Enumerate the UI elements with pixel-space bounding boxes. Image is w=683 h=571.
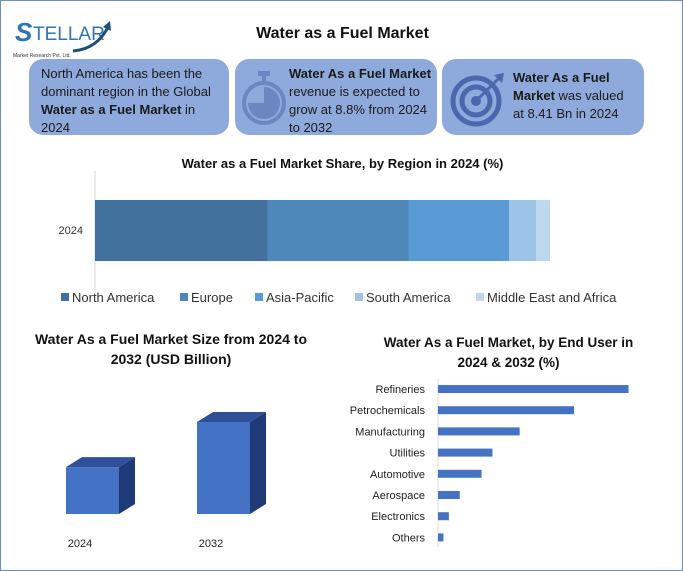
legend-swatch (476, 293, 484, 301)
bar-segment-asia-pacific (408, 200, 510, 261)
y-tick-label: Aerospace (372, 490, 425, 502)
svg-text:S: S (15, 17, 33, 47)
bar-segment-europe (267, 200, 409, 261)
y-tick-label: Manufacturing (355, 426, 425, 438)
svg-text:TELLAR: TELLAR (33, 24, 105, 45)
legend-swatch (61, 293, 69, 301)
legend-swatch (355, 293, 363, 301)
legend-label: Asia-Pacific (266, 290, 334, 305)
y-tick-label: Petrochemicals (350, 405, 426, 417)
enduser-chart-title: Water As a Fuel Market, by End User in 2… (383, 335, 634, 370)
bar-manufacturing (438, 427, 520, 436)
legend-swatch (255, 293, 263, 301)
info-card-growth: Water As a Fuel Market revenue is expect… (235, 59, 437, 135)
bar-others (438, 533, 444, 542)
stopwatch-icon (242, 71, 286, 125)
bar-automotive (438, 469, 482, 478)
legend-label: Middle East and Africa (487, 290, 617, 305)
bar-petrochemicals (438, 406, 575, 415)
page-title: Water as a Fuel Market (256, 25, 429, 42)
info-card-value: Water As a Fuel Market was valued at 8.4… (442, 59, 644, 135)
card-bold: Water as a Fuel Market (41, 102, 182, 117)
bar-segment-north-america (95, 200, 268, 261)
card-text: revenue is expected to grow at 8.8% from… (289, 84, 428, 135)
legend-label: North America (72, 290, 155, 305)
card-bold: Water As a Fuel Market (289, 66, 432, 81)
bar-segment-south-america (509, 200, 537, 261)
card-text: North America has been the dominant regi… (41, 66, 211, 99)
svg-text:Market Research Pvt. Ltd.: Market Research Pvt. Ltd. (13, 53, 71, 59)
card-text: was valued at 8.41 Bn in 2024 (513, 88, 624, 121)
x-tick-label: 2024 (68, 538, 92, 550)
size-chart-title: Water As a Fuel Market Size from 2024 to… (34, 331, 308, 367)
y-tick-label: Others (392, 532, 426, 544)
region-chart-title: Water as a Fuel Market Share, by Region … (181, 156, 504, 171)
bar-3d-top (66, 457, 135, 468)
card-text: in 2024 (41, 102, 196, 135)
legend-swatch (180, 293, 188, 301)
y-tick-label: Refineries (375, 384, 425, 396)
bar-aerospace (438, 491, 460, 499)
size-3d-bar-chart: 2024 2032 (66, 412, 266, 550)
legend-label: South America (366, 290, 451, 305)
region-stacked-bar-chart: 2024 North America Europe Asia-Pacific South… (59, 171, 617, 305)
legend-label: Europe (191, 290, 233, 305)
enduser-bar-chart: Refineries Petrochemicals Manufacturing Uti… (350, 379, 629, 547)
card-bold: Water As a Fuel Market (513, 70, 610, 103)
bar-segment-middle-east-and-africa (536, 200, 550, 261)
y-tick-label: Automotive (370, 469, 425, 481)
stellar-logo: S TELLAR Market Research Pvt. Ltd. (13, 17, 111, 59)
bar-3d-side (119, 457, 135, 514)
info-card-region: North America has been the dominant regi… (29, 59, 229, 135)
y-tick-label: 2024 (59, 225, 83, 237)
bar-utilities (438, 448, 493, 457)
y-tick-label: Utilities (390, 448, 426, 460)
target-icon (450, 73, 504, 127)
bar-2024 (66, 467, 119, 514)
bar-2032 (197, 422, 250, 514)
bar-refineries (438, 385, 629, 393)
bar-3d-top (197, 412, 266, 422)
y-tick-label: Electronics (371, 511, 425, 523)
bar-3d-side (250, 412, 266, 514)
x-tick-label: 2032 (199, 538, 223, 550)
bar-electronics (438, 512, 449, 521)
